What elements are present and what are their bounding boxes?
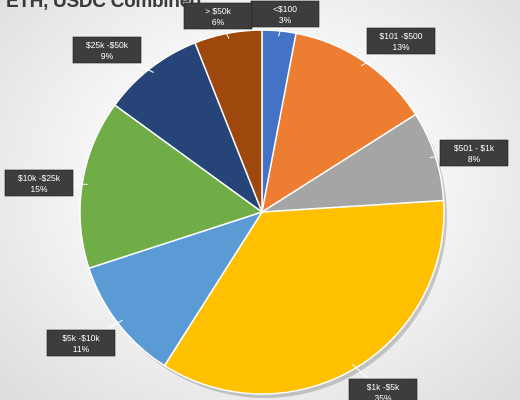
pie-slice — [87, 210, 264, 367]
data-label-percent: 6% — [212, 17, 225, 27]
data-label-percent: 11% — [73, 344, 90, 354]
data-label-category: $5k -$10k — [62, 333, 100, 343]
pie-slice — [194, 29, 263, 213]
data-label-percent: 9% — [101, 51, 114, 61]
data-label-box — [348, 378, 418, 400]
data-label-percent: 13% — [392, 42, 409, 52]
data-label: $501 - $1k8% — [439, 139, 509, 167]
data-label-category: $101 -$500 — [379, 31, 422, 41]
data-label-box — [72, 36, 142, 64]
data-label-category: $501 - $1k — [454, 143, 495, 153]
data-label-box — [46, 329, 116, 357]
pie-slice — [79, 103, 264, 270]
data-label-percent: 35% — [374, 393, 391, 400]
data-label-box — [439, 139, 509, 167]
data-label-category: $10k -$25k — [18, 173, 61, 183]
data-label-percent: 3% — [279, 15, 292, 25]
pie-slice — [113, 41, 264, 215]
data-label-category: > $50k — [205, 6, 232, 16]
pie-slice — [260, 32, 417, 214]
pie-slice — [261, 113, 445, 213]
data-label-category: $1k -$5k — [367, 382, 400, 392]
data-label-box — [250, 0, 320, 28]
data-label-box — [366, 27, 436, 55]
data-label-category: <$100 — [273, 4, 297, 14]
data-label-category: $25k -$50k — [86, 40, 129, 50]
data-label-box — [4, 169, 74, 197]
data-label-box — [183, 2, 253, 30]
pie-slice — [163, 199, 445, 395]
chart-title: ETH, USDC Combined — [6, 0, 202, 12]
data-label-percent: 8% — [468, 154, 481, 164]
data-label-percent: 15% — [30, 184, 47, 194]
